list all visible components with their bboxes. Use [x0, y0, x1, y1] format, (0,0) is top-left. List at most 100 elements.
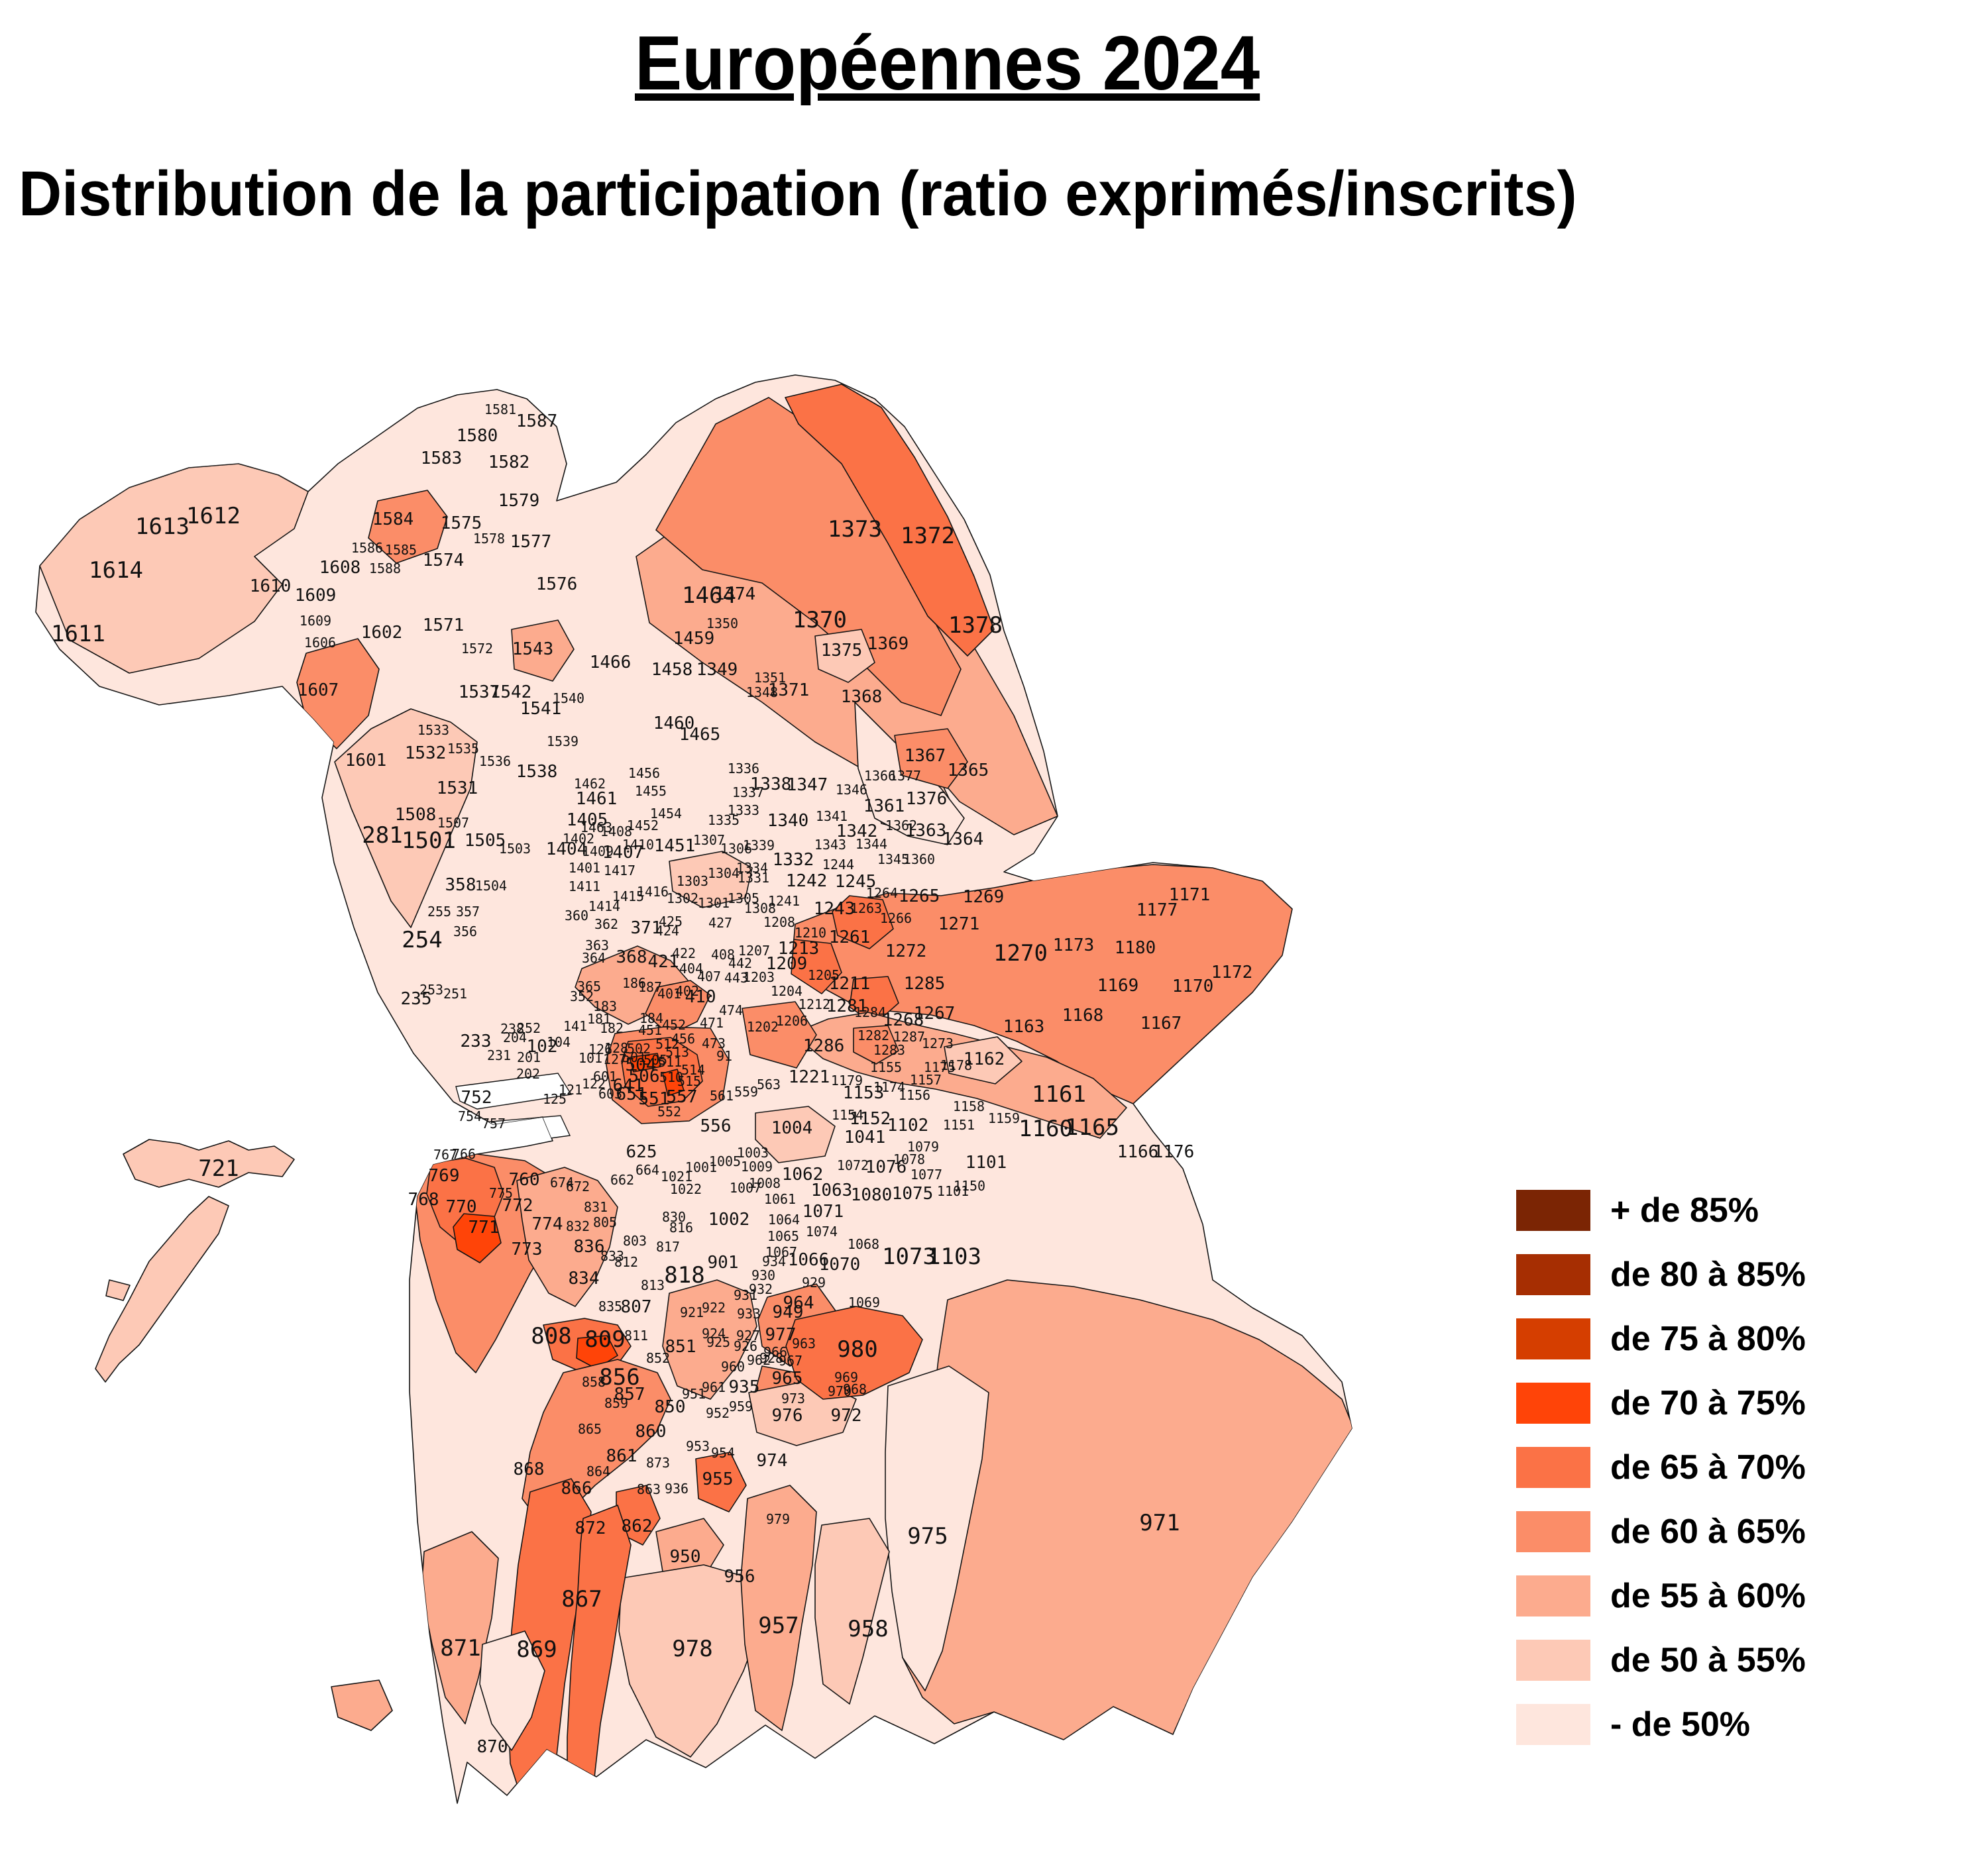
district-label: 603: [598, 1086, 622, 1102]
district-label: 1610: [250, 576, 292, 596]
legend-row-50-55: de 50 à 55%: [1516, 1628, 1806, 1692]
district-label: 1245: [835, 872, 877, 892]
district-label: 1535: [447, 741, 479, 757]
district-label: 808: [531, 1323, 571, 1350]
district-label: 1364: [942, 829, 984, 849]
district-label: 1611: [51, 621, 105, 647]
district-label: 1415: [612, 888, 644, 904]
legend-swatch-80-85: [1516, 1253, 1590, 1295]
district-label: 1271: [938, 914, 980, 934]
district-label: 1177: [1136, 900, 1178, 920]
map-region-east-60-65: [792, 864, 1293, 1104]
district-label: 563: [757, 1077, 781, 1092]
district-label: 1152: [850, 1109, 891, 1129]
district-label: 1283: [873, 1042, 905, 1058]
map-region-estaque: [39, 463, 309, 674]
district-label: 1009: [741, 1159, 773, 1175]
district-label: 474: [719, 1002, 743, 1018]
district-label: 1173: [1053, 935, 1095, 955]
district-label: 1541: [520, 699, 562, 719]
district-label: 1455: [635, 783, 667, 799]
district-label: 1579: [498, 491, 540, 511]
district-label: 184: [639, 1010, 663, 1026]
district-label: 856: [599, 1364, 639, 1391]
map-region-north-60-65: [655, 397, 962, 716]
legend-swatch-65-70: [1516, 1446, 1590, 1488]
district-label: 1505: [465, 831, 506, 851]
map-region-1282: [853, 1025, 899, 1065]
district-label: 928: [759, 1350, 783, 1366]
district-label: 921: [680, 1304, 704, 1320]
district-label: 231: [487, 1047, 511, 1063]
map-region-867: [567, 1505, 632, 1803]
district-label: 1066: [788, 1250, 830, 1270]
legend-row-75-80: de 75 à 80%: [1516, 1306, 1806, 1371]
district-label: 1005: [709, 1153, 741, 1169]
district-label: 358: [445, 875, 476, 895]
district-label: 1064: [768, 1212, 800, 1228]
district-label: 1154: [832, 1107, 863, 1123]
district-label: 1281: [826, 996, 868, 1016]
district-label: 141: [563, 1018, 587, 1034]
district-label: 368: [616, 947, 647, 967]
district-label: 833: [600, 1248, 624, 1264]
district-label: 760: [509, 1170, 540, 1190]
district-label: 1580: [457, 426, 498, 446]
district-label: 862: [622, 1516, 653, 1536]
district-label: 925: [706, 1334, 730, 1350]
map-region-island-721-north: [123, 1139, 295, 1188]
district-label: 371: [631, 918, 662, 938]
district-label: 513: [665, 1044, 689, 1060]
district-label: 1607: [298, 680, 339, 700]
district-label: 1402: [563, 831, 594, 847]
district-label: 834: [569, 1269, 600, 1289]
district-label: 805: [593, 1214, 617, 1230]
district-label: 1287: [893, 1029, 925, 1045]
district-label: 851: [665, 1337, 696, 1357]
district-label: 930: [751, 1267, 775, 1283]
legend-swatch-50-55: [1516, 1639, 1590, 1681]
harbor-basin: [455, 1073, 573, 1110]
district-label: 813: [641, 1277, 665, 1293]
district-label: 1335: [708, 812, 740, 828]
district-label: 1588: [369, 560, 401, 576]
map-region-871-tip: [331, 1679, 393, 1731]
district-label: 1613: [135, 513, 190, 540]
map-region-1543: [511, 619, 575, 682]
map-region-1211: [849, 976, 899, 1025]
district-label: 1304: [708, 865, 740, 881]
district-label: 866: [561, 1479, 592, 1499]
district-label: 757: [482, 1116, 506, 1132]
map-region-1375: [814, 629, 875, 683]
legend-label-75-80: de 75 à 80%: [1610, 1319, 1806, 1358]
district-label: 1284: [854, 1004, 886, 1020]
district-label: 422: [672, 945, 696, 961]
district-label: 1221: [789, 1067, 830, 1087]
district-label: 960: [721, 1359, 745, 1375]
map-region-1162: [944, 1036, 1022, 1085]
district-label: 1207: [738, 943, 770, 959]
district-label: 1242: [786, 871, 828, 891]
map-region-1303: [669, 851, 753, 908]
district-label: 121: [559, 1082, 582, 1098]
district-label: 1285: [904, 974, 946, 994]
district-label: 955: [702, 1469, 734, 1489]
district-label: 872: [575, 1518, 606, 1538]
district-label: 251: [443, 986, 467, 1002]
district-label: 858: [582, 1374, 606, 1390]
legend-row-80-85: de 80 à 85%: [1516, 1242, 1806, 1306]
district-label: 128: [604, 1040, 628, 1056]
district-label: 931: [734, 1287, 757, 1303]
district-label: 966: [763, 1344, 787, 1360]
district-label: 504: [626, 1055, 657, 1075]
district-label: 126: [588, 1041, 612, 1057]
district-label: 365: [577, 979, 601, 994]
district-label: 956: [724, 1567, 755, 1587]
district-label: 1062: [782, 1165, 824, 1185]
legend-row-under-50: - de 50%: [1516, 1692, 1806, 1756]
district-label: 1077: [911, 1167, 942, 1183]
map-region-978: [618, 1564, 764, 1758]
district-label: 452: [662, 1017, 686, 1033]
district-label: 1265: [899, 886, 940, 906]
district-label: 1609: [295, 586, 337, 606]
